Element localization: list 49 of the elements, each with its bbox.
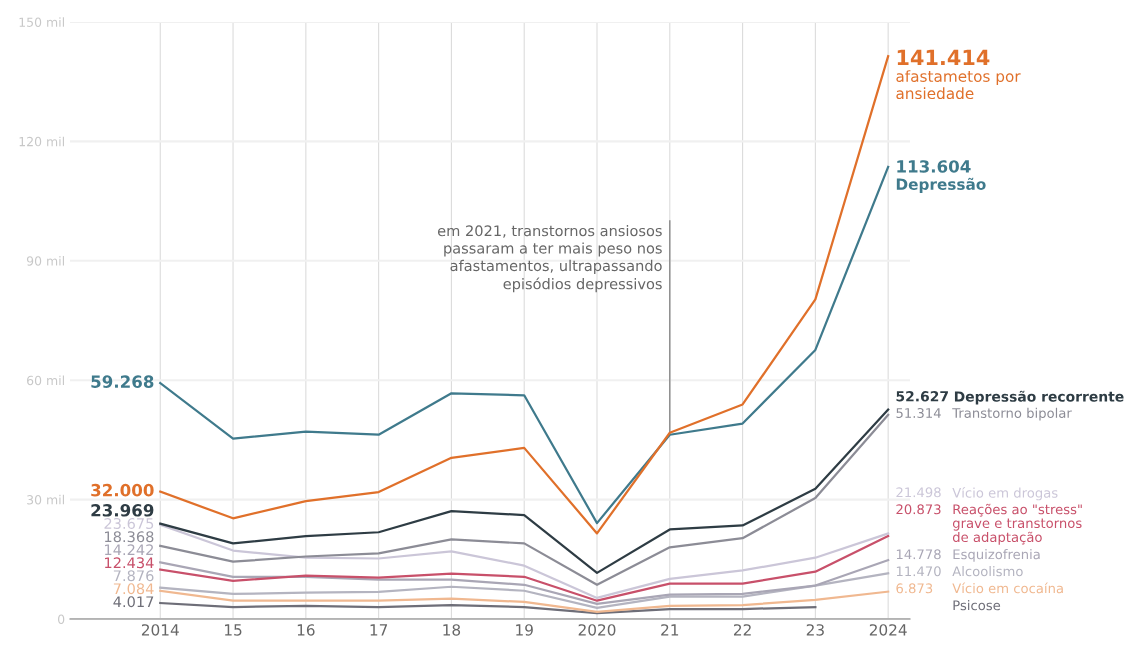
data-label: 14.242 (105, 544, 153, 556)
data-label: 14.778 (896, 549, 941, 560)
data-label: 20.873 (896, 504, 941, 515)
x-tick-label: 2020 (578, 624, 616, 636)
data-label: 7.876 (113, 570, 154, 582)
data-label: 6.873 (896, 583, 933, 594)
data-label: 51.314 (896, 408, 941, 418)
x-tick-label: 22 (733, 624, 751, 636)
x-tick-label: 19 (516, 624, 533, 636)
text: Vício em cocaína (952, 582, 1063, 594)
data-label: 11.470 (896, 566, 941, 577)
x-tick-label: 23 (806, 624, 824, 636)
text: Transtorno bipolar (952, 407, 1072, 421)
x-tick-label: 17 (370, 624, 388, 636)
x-tick-label: 18 (443, 624, 461, 636)
data-label: 12.434 (105, 557, 154, 569)
line-series (159, 601, 817, 615)
line-series (159, 559, 890, 605)
x-tick-label: 2024 (869, 624, 907, 636)
line-series (159, 523, 890, 600)
line-series (159, 534, 890, 602)
line-series (159, 165, 890, 525)
data-label: 141.414 (897, 49, 990, 65)
data-label: 21.498 (896, 487, 941, 498)
line-series (159, 572, 890, 609)
data-label: 113.604 (897, 160, 971, 173)
line-series (159, 589, 890, 613)
data-label: 18.368 (105, 531, 154, 543)
data-label: 23.969 (91, 504, 154, 517)
line-series (159, 55, 890, 535)
text: Depressão recorrente (954, 390, 1124, 405)
text: Alcoolismo (952, 566, 1023, 577)
annotation: em 2021, transtornos ansiosos passaram a ter mais peso nos afastamentos, ultrapassando episódios depressivos (437, 224, 662, 293)
series-label: Depressão (896, 177, 986, 193)
data-label: 7.084 (113, 583, 154, 595)
x-tick-label: 2014 (141, 624, 179, 636)
text: Esquizofrenia (953, 549, 1040, 562)
x-tick-label: 16 (297, 624, 315, 636)
text: Vício em drogas (952, 487, 1058, 501)
data-label: 52.627 (896, 391, 948, 402)
data-label: 32.000 (91, 483, 154, 497)
data-label: 4.017 (113, 596, 154, 608)
data-label: 23.675 (104, 517, 154, 529)
series-label: afastametos por ansiedade (896, 70, 1021, 100)
x-tick-label: 21 (661, 624, 679, 636)
text: Reações ao "stress" grave e transtornos de adaptação (952, 503, 1082, 545)
data-label: 59.268 (91, 375, 154, 388)
text: Psicose (953, 600, 1001, 611)
x-tick-label: 15 (225, 624, 242, 636)
